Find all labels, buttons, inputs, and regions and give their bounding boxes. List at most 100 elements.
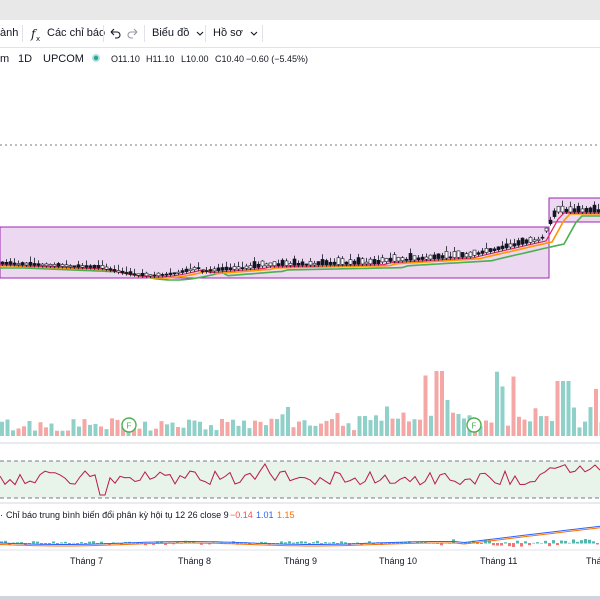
volume-bar	[522, 419, 527, 436]
volume-bar	[550, 421, 554, 436]
macd-line	[0, 525, 600, 545]
symbol-exchange[interactable]: UPCOM	[43, 53, 84, 65]
candle	[456, 250, 461, 258]
volume-bar	[379, 420, 384, 436]
volume-bar	[258, 421, 263, 436]
candle	[32, 263, 37, 266]
volume-bar	[572, 407, 576, 436]
candle	[572, 208, 577, 213]
candle	[296, 262, 301, 266]
candle	[196, 267, 201, 270]
symbol-name[interactable]: m	[0, 53, 10, 65]
volume-bar	[511, 376, 516, 436]
macd-bar	[524, 541, 527, 544]
macd-bar	[172, 543, 175, 545]
macd-bar	[184, 540, 187, 544]
volume-bar	[451, 412, 455, 436]
candle	[88, 265, 93, 268]
macd-bar	[560, 540, 563, 544]
macd-bar	[68, 543, 71, 545]
candle	[388, 257, 393, 262]
candle	[44, 263, 49, 267]
time-axis[interactable]: Tháng 7 Tháng 8 Tháng 9 Tháng 10 Tháng 1…	[0, 550, 600, 572]
volume-bar	[500, 386, 505, 436]
volume-bar	[528, 421, 532, 436]
candle	[12, 262, 17, 265]
candle	[556, 206, 561, 213]
macd-bar	[324, 542, 327, 544]
macd-bar	[32, 541, 35, 544]
volume-bar	[401, 412, 406, 436]
macd-title[interactable]: Chỉ báo trung bình biến đổi phân kỳ hội …	[6, 510, 229, 520]
candle	[584, 208, 589, 213]
candle	[472, 249, 477, 256]
volume-bar	[159, 421, 164, 436]
candle	[264, 263, 269, 267]
volume-bar	[242, 420, 246, 436]
macd-bar	[48, 543, 51, 545]
candle	[308, 260, 313, 266]
volume-bar	[594, 388, 598, 436]
candle	[76, 264, 81, 268]
undo-icon[interactable]	[108, 20, 122, 47]
x-axis-label: Tháng 9	[284, 556, 318, 566]
candle	[184, 268, 189, 272]
macd-bar	[536, 542, 539, 544]
window-bottom-strip	[0, 596, 600, 600]
macd-bar	[304, 541, 307, 544]
chart-type-button[interactable]: Biểu đồ	[152, 20, 205, 47]
macd-bar	[472, 540, 475, 544]
volume-bar	[302, 420, 307, 436]
candle	[408, 253, 413, 261]
candle	[384, 258, 389, 263]
symbol-legend: m 1D UPCOM O11.10 H11.10 L10.00 C10.40 −…	[0, 47, 600, 71]
candle	[84, 265, 89, 268]
volume-bar	[429, 415, 433, 436]
candle	[212, 268, 217, 272]
macd-bar	[496, 543, 499, 546]
candle	[132, 273, 137, 276]
candle	[364, 261, 369, 265]
candle	[160, 274, 165, 276]
volume-bar	[396, 418, 400, 436]
indicators-button[interactable]: Các chỉ báo	[47, 27, 106, 39]
chart-type-label: Biểu đồ	[152, 27, 190, 39]
candle	[524, 239, 529, 244]
volume-bar	[66, 430, 70, 436]
macd-bar	[308, 543, 311, 545]
macd-bar	[4, 540, 7, 544]
flag-marker[interactable]: F	[466, 417, 482, 433]
volume-bar	[390, 418, 395, 436]
volume-bar	[225, 422, 230, 436]
volume-bar	[423, 375, 428, 436]
macd-bar	[120, 543, 123, 545]
volume-bar	[77, 426, 81, 436]
volume-bar	[99, 426, 103, 436]
macd-bar	[580, 540, 583, 544]
volume-bar	[456, 414, 461, 436]
candle	[276, 263, 281, 266]
candle	[232, 266, 237, 270]
candle	[596, 209, 600, 213]
candlestick-series	[0, 200, 600, 278]
volume-bar	[445, 399, 450, 436]
x-axis-label: Tháng 8	[178, 556, 212, 566]
candle	[532, 239, 537, 242]
candle	[252, 261, 257, 269]
symbol-interval[interactable]: 1D	[18, 53, 33, 65]
macd-bar	[508, 543, 511, 547]
volume-bar	[38, 422, 43, 436]
candle	[20, 262, 25, 266]
volume-bar	[335, 413, 340, 436]
ma-fast-line	[0, 212, 600, 278]
timeframe-button[interactable]: ành	[0, 27, 19, 39]
redo-icon[interactable]	[126, 20, 140, 47]
flag-marker[interactable]: F	[121, 417, 137, 433]
profile-button[interactable]: Hồ sơ	[213, 20, 259, 47]
window-top-strip	[0, 0, 600, 20]
candle	[292, 258, 297, 266]
candle	[428, 254, 433, 260]
candle	[536, 238, 541, 241]
